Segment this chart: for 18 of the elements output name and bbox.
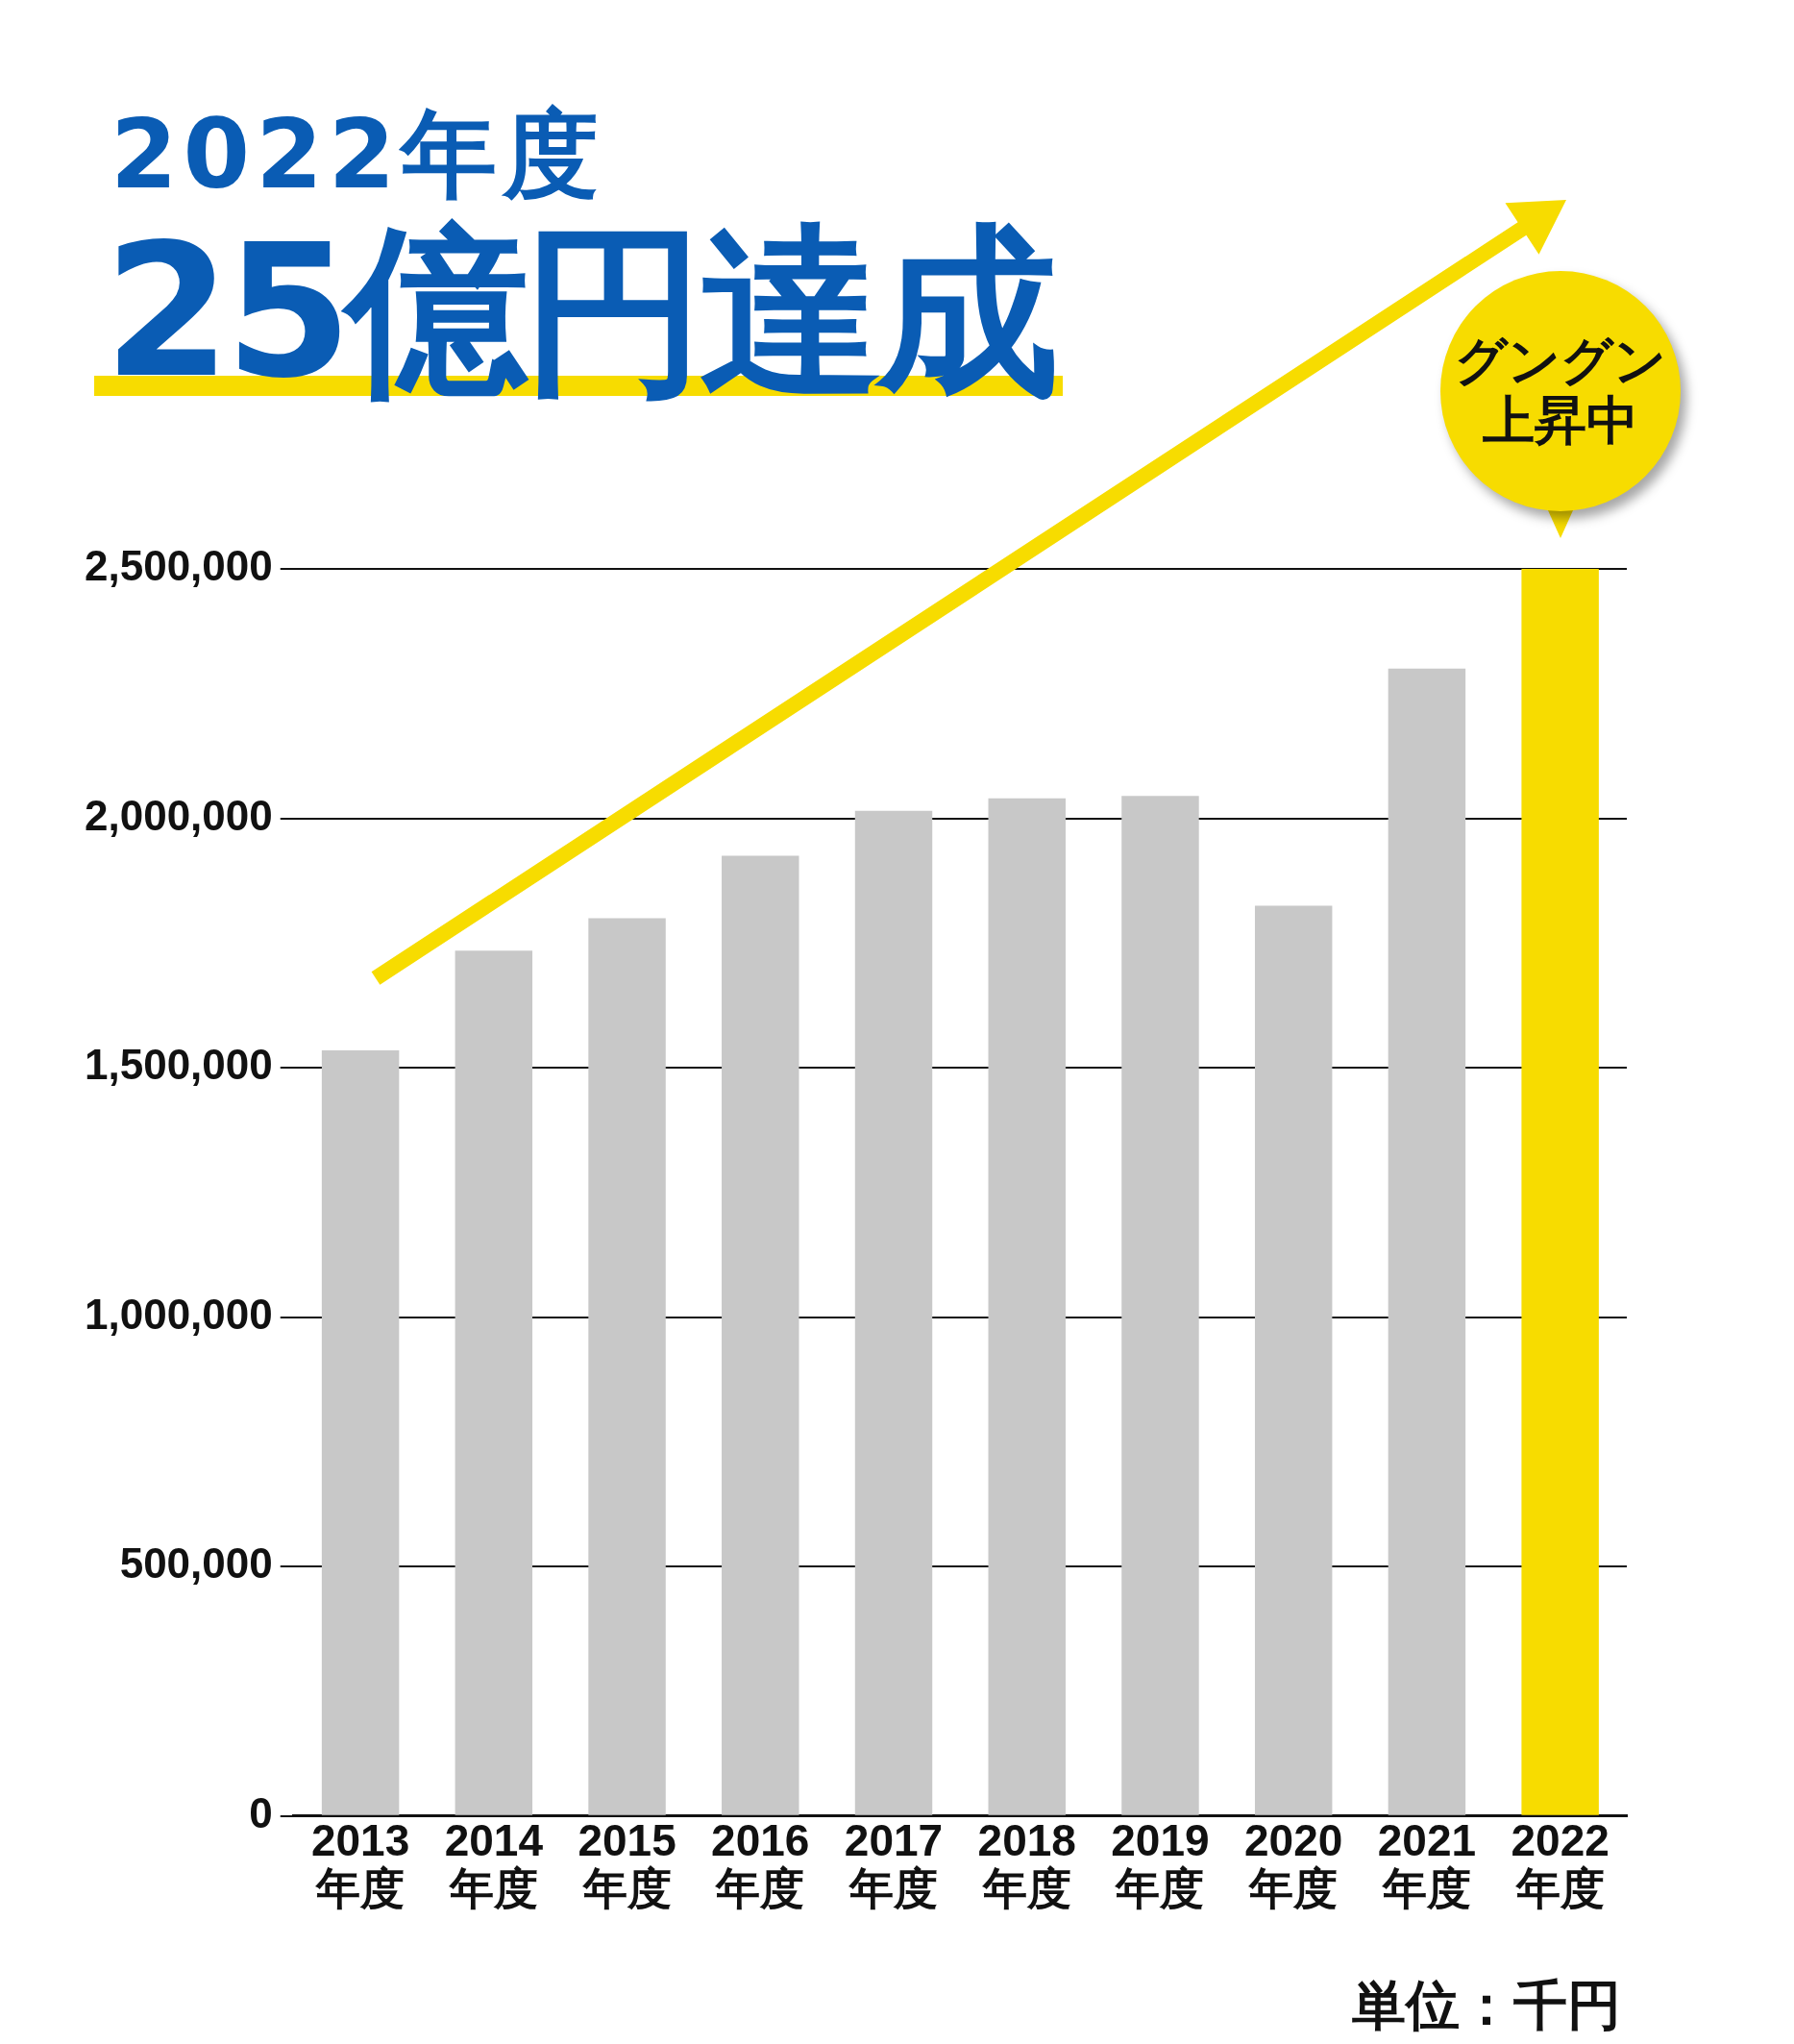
x-tick-label: 2017 年度 [844,1814,944,1914]
y-tick-label: 500,000 [119,1539,273,1588]
y-tick-label: 1,000,000 [84,1290,273,1338]
x-tick-label: 2013 年度 [310,1814,410,1914]
y-tick-label: 2,500,000 [84,542,273,590]
annotation: グングン上昇中 [1454,330,1666,452]
y-tick-label: 0 [249,1788,273,1836]
x-tick-label: 2018 年度 [977,1814,1076,1914]
y-tick-label: 2,000,000 [84,791,273,839]
x-tick-label: 2015 年度 [578,1814,676,1914]
y-tick-label: 1,500,000 [84,1041,273,1089]
x-tick-label: 2014 年度 [444,1814,544,1914]
x-tick-label: 2019 年度 [1111,1814,1210,1914]
x-tick-label: 2016 年度 [711,1814,810,1914]
x-tick-label: 2021 年度 [1377,1814,1477,1914]
x-tick-label: 2022 年度 [1511,1814,1610,1914]
text: 単位：千円 [1352,1973,1621,2038]
x-tick-label: 2020 年度 [1244,1814,1343,1914]
